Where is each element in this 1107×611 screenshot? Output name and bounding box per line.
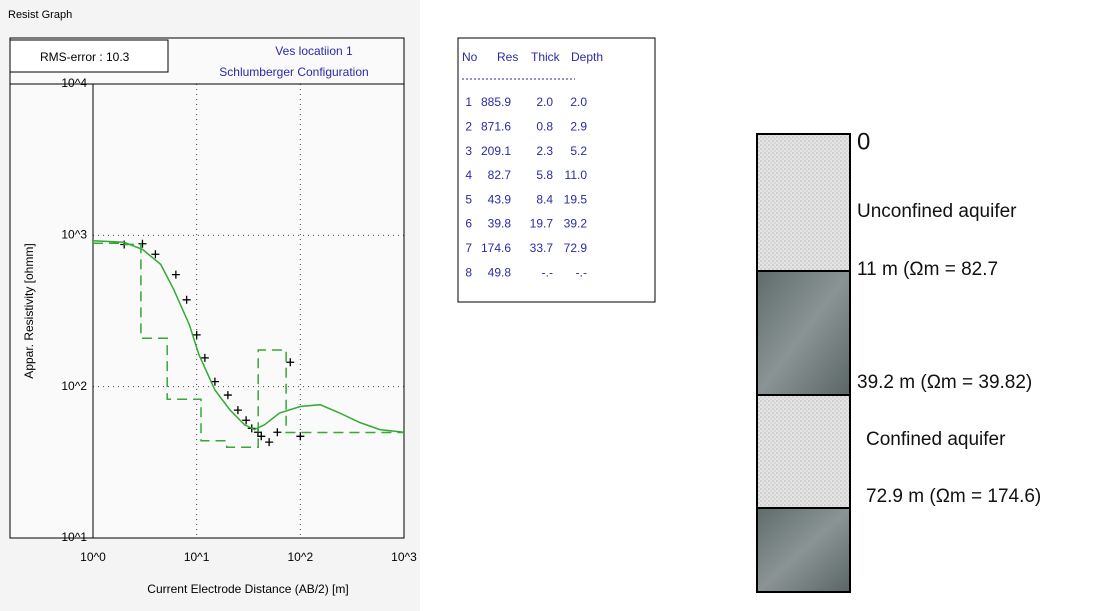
table-cell: 49.8 — [488, 265, 512, 279]
x-tick-label: 10^2 — [288, 550, 314, 564]
x-axis-label: Current Electrode Distance (AB/2) [m] — [147, 582, 348, 596]
table-cell: 2 — [465, 119, 472, 133]
x-tick-label: 10^1 — [184, 550, 210, 564]
table-cell: 3 — [465, 144, 472, 158]
data-point — [171, 270, 180, 279]
data-point — [257, 432, 266, 441]
window-title: Resist Graph — [8, 9, 72, 21]
table-cell: 33.7 — [530, 241, 554, 255]
data-point — [296, 432, 305, 441]
table-header: No — [462, 50, 478, 64]
table-cell: 11.0 — [565, 168, 588, 182]
unconfined-layer — [757, 134, 850, 271]
column-label: 72.9 m (Ωm = 174.6) — [866, 486, 1041, 507]
table-box — [457, 37, 656, 303]
table-cell: 209.1 — [481, 144, 511, 158]
rms-box — [9, 39, 169, 73]
table-cell: 19.5 — [564, 192, 588, 206]
rms-error: RMS-error : 10.3 — [40, 50, 130, 64]
column-border — [756, 133, 851, 593]
table-cell: 2.0 — [570, 95, 587, 109]
y-axis-label: Appar. Resistivity [ohmm] — [22, 243, 36, 378]
table-cell: 2.0 — [536, 95, 553, 109]
y-tick-label: 10^1 — [61, 530, 87, 544]
table-header: Res — [497, 50, 518, 64]
data-point — [151, 250, 160, 259]
data-point — [265, 438, 274, 447]
table-header: Thick — [531, 50, 561, 64]
column-label: Confined aquifer — [866, 429, 1006, 450]
table-cell: 39.2 — [564, 217, 588, 231]
data-point — [182, 295, 191, 304]
table-cell: -.- — [576, 265, 587, 279]
data-point — [192, 330, 201, 339]
table-cell: 8 — [465, 265, 472, 279]
column-label: 39.2 m (Ωm = 39.82) — [857, 372, 1032, 393]
plot-area-border — [92, 83, 405, 539]
table-cell: 885.9 — [481, 95, 511, 109]
table-cell: 5.8 — [536, 168, 553, 182]
column-label: 11 m (Ωm = 82.7 — [857, 259, 998, 280]
y-tick-label: 10^3 — [61, 228, 87, 242]
table-cell: 174.6 — [481, 241, 511, 255]
data-point — [286, 358, 295, 367]
table-cell: -.- — [542, 265, 553, 279]
table-cell: 82.7 — [488, 168, 512, 182]
table-cell: 19.7 — [530, 217, 554, 231]
table-cell: 7 — [465, 241, 472, 255]
data-point — [233, 406, 242, 415]
data-point — [200, 353, 209, 362]
data-point — [242, 416, 251, 425]
table-cell: 8.4 — [536, 192, 553, 206]
layer-table: No Res Thick Depth 1 885.9 2.0 2.0 2 871.6 0.8 2.9 3… — [462, 50, 603, 279]
table-cell: 871.6 — [481, 119, 511, 133]
data-point — [273, 428, 282, 437]
column-label: 0 — [857, 128, 870, 155]
model-line — [93, 242, 404, 448]
table-cell: 5.2 — [570, 144, 587, 158]
table-cell: 2.9 — [570, 119, 587, 133]
y-tick-label: 10^2 — [61, 379, 87, 393]
data-point — [223, 391, 232, 400]
plot-frame — [9, 37, 405, 539]
plot: 10^0 10^1 10^2 10^3 10^1 10^2 10^3 10^4 — [61, 76, 417, 564]
table-cell: 39.8 — [488, 217, 512, 231]
fit-curve — [92, 240, 405, 433]
x-tick-label: 10^3 — [391, 550, 417, 564]
clay-layer — [757, 271, 850, 395]
table-cell: 4 — [465, 168, 472, 182]
table-cell: 6 — [465, 217, 472, 231]
basement-layer — [757, 508, 850, 592]
table-cell: 2.3 — [536, 144, 553, 158]
lithology-column: 0 Unconfined aquifer 11 m (Ωm = 82.7 39.… — [756, 128, 1041, 593]
table-cell: 1 — [465, 95, 472, 109]
chart-subtitle: Schlumberger Configuration — [219, 65, 368, 79]
y-tick-label: 10^4 — [61, 76, 87, 90]
column-label: Unconfined aquifer — [857, 201, 1017, 222]
confined-layer — [757, 395, 850, 508]
data-point — [210, 377, 219, 386]
x-tick-label: 10^0 — [80, 550, 106, 564]
table-cell: 43.9 — [488, 192, 512, 206]
table-cell: 0.8 — [536, 119, 553, 133]
table-cell: 5 — [465, 192, 472, 206]
chart-title: Ves locatiion 1 — [275, 44, 353, 58]
data-point — [138, 239, 147, 248]
table-cell: 72.9 — [564, 241, 588, 255]
table-header: Depth — [571, 50, 603, 64]
